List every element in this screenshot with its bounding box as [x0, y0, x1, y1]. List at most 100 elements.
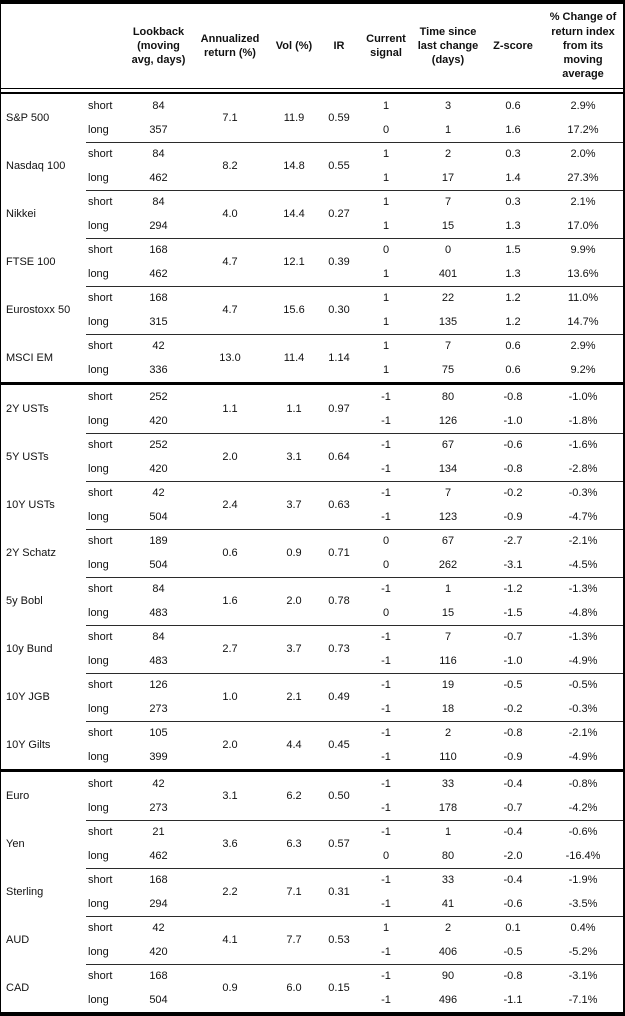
- z-score-long-value: -3.1: [503, 559, 523, 571]
- side-label-long: long: [88, 703, 109, 715]
- pct-change-short-value: -0.6%: [568, 826, 598, 838]
- time-since-change-long-value: 41: [441, 898, 455, 910]
- lookback-short-value: 21: [152, 826, 165, 838]
- time-since-change-short-value: 90: [441, 970, 455, 982]
- z-score-short-value: 0.1: [505, 922, 521, 934]
- side-label-long: long: [88, 802, 109, 814]
- annualized-return-value: 0.6: [222, 547, 238, 559]
- time-since-change-long-value: 123: [438, 511, 458, 523]
- current-signal-long-value: 1: [382, 220, 390, 232]
- vol-value: 11.9: [283, 112, 305, 124]
- annualized-return-value: 2.0: [222, 451, 238, 463]
- time-since-change-short-value: 2: [444, 922, 452, 934]
- side-label-short: short: [88, 487, 113, 499]
- asset-group: 10Y USTs short long 42 504 2.4 3.7 0.63 -1 -1 7 123…: [1, 481, 623, 529]
- current-signal-short-value: 1: [382, 922, 390, 934]
- pct-change-long-value: -3.5%: [568, 898, 598, 910]
- current-signal-short-value: 1: [382, 148, 390, 160]
- lookback-short-value: 42: [152, 487, 165, 499]
- lookback-short-value: 42: [152, 778, 165, 790]
- current-signal-long-value: 1: [382, 172, 390, 184]
- vol-value: 3.1: [286, 451, 302, 463]
- table-header: Lookback (moving avg, days) Annualized r…: [1, 4, 623, 88]
- annualized-return-value: 4.7: [222, 256, 238, 268]
- time-since-change-short-value: 7: [444, 340, 452, 352]
- lookback-long-value: 462: [149, 850, 168, 862]
- current-signal-short-value: -1: [381, 487, 391, 499]
- lookback-short-value: 84: [152, 100, 165, 112]
- ir-value: 0.73: [328, 643, 350, 655]
- time-since-change-long-value: 110: [439, 751, 457, 763]
- asset-group: Yen short long 21 462 3.6 6.3 0.57 -1 0 1 80 -0.4 -2.…: [1, 820, 623, 868]
- z-score-short-value: -0.5: [503, 679, 523, 691]
- asset-name: 10Y USTs: [6, 499, 55, 511]
- lookback-long-value: 294: [149, 898, 168, 910]
- current-signal-long-value: 0: [382, 607, 390, 619]
- lookback-long-value: 504: [149, 559, 168, 571]
- side-label-short: short: [88, 100, 113, 112]
- lookback-long-value: 273: [149, 703, 168, 715]
- asset-group: Sterling short long 168 294 2.2 7.1 0.31 -1 -1 33 4…: [1, 868, 623, 916]
- time-since-change-short-value: 1: [444, 826, 452, 838]
- time-since-change-long-value: 126: [438, 415, 458, 427]
- side-label-long: long: [88, 946, 109, 958]
- lookback-short-value: 84: [152, 631, 165, 643]
- pct-change-long-value: -4.2%: [568, 802, 598, 814]
- current-signal-short-value: 1: [382, 100, 390, 112]
- z-score-long-value: -0.2: [503, 703, 523, 715]
- ir-value: 0.50: [328, 790, 350, 802]
- pct-change-short-value: -1.3%: [568, 631, 598, 643]
- time-since-change-long-value: 80: [441, 850, 455, 862]
- pct-change-short-value: -1.3%: [568, 583, 598, 595]
- current-signal-short-value: 0: [382, 244, 390, 256]
- pct-change-short-value: -0.8%: [568, 778, 598, 790]
- z-score-long-value: -1.1: [503, 994, 523, 1006]
- lookback-long-value: 462: [149, 268, 168, 280]
- pct-change-long-value: -1.8%: [568, 415, 598, 427]
- z-score-short-value: 0.6: [505, 100, 521, 112]
- z-score-long-value: -0.5: [503, 946, 523, 958]
- side-label-long: long: [88, 511, 109, 523]
- side-label-long: long: [88, 994, 109, 1006]
- current-signal-short-value: 1: [382, 196, 390, 208]
- current-signal-long-value: -1: [381, 994, 391, 1006]
- table-section: S&P 500 short long 84 357 7.1 11.9 0.59 1 0 3 1 0.6 1…: [1, 94, 623, 382]
- asset-group: 10y Bund short long 84 483 2.7 3.7 0.73 -1 -1 7 116…: [1, 625, 623, 673]
- current-signal-long-value: -1: [381, 415, 391, 427]
- lookback-short-value: 84: [152, 583, 165, 595]
- z-score-short-value: -0.6: [503, 439, 523, 451]
- time-since-change-short-value: 7: [444, 196, 452, 208]
- header-annualized-return: Annualized return (%): [200, 32, 260, 59]
- z-score-short-value: -0.2: [503, 487, 523, 499]
- ir-value: 0.53: [328, 934, 350, 946]
- side-label-short: short: [88, 244, 113, 256]
- pct-change-long-value: 17.0%: [567, 220, 599, 232]
- ir-value: 0.59: [328, 112, 350, 124]
- ir-value: 0.63: [328, 499, 350, 511]
- asset-group: 10Y JGB short long 126 273 1.0 2.1 0.49 -1 -1 19 18…: [1, 673, 623, 721]
- z-score-short-value: -0.4: [503, 874, 523, 886]
- pct-change-short-value: 2.1%: [570, 196, 596, 208]
- current-signal-long-value: -1: [381, 946, 391, 958]
- lookback-short-value: 168: [149, 244, 168, 256]
- asset-group: AUD short long 42 420 4.1 7.7 0.53 1 -1 2 406 0.1 -0.…: [1, 916, 623, 964]
- vol-value: 6.3: [286, 838, 302, 850]
- pct-change-short-value: -0.5%: [568, 679, 598, 691]
- asset-group: 2Y USTs short long 252 420 1.1 1.1 0.97 -1 -1 80 12…: [1, 385, 623, 433]
- annualized-return-value: 2.2: [222, 886, 238, 898]
- asset-name: Nikkei: [6, 208, 36, 220]
- time-since-change-short-value: 22: [441, 292, 455, 304]
- asset-group: FTSE 100 short long 168 462 4.7 12.1 0.39 0 1 0 401…: [1, 238, 623, 286]
- current-signal-short-value: -1: [381, 439, 391, 451]
- lookback-short-value: 168: [149, 874, 168, 886]
- pct-change-long-value: 27.3%: [567, 172, 599, 184]
- z-score-long-value: -1.0: [503, 415, 523, 427]
- z-score-short-value: -0.4: [503, 778, 523, 790]
- time-since-change-short-value: 0: [444, 244, 452, 256]
- side-label-long: long: [88, 220, 109, 232]
- vol-value: 6.0: [286, 982, 302, 994]
- asset-name: MSCI EM: [6, 352, 54, 364]
- ir-value: 0.57: [328, 838, 350, 850]
- asset-name: 10Y Gilts: [6, 739, 51, 751]
- annualized-return-value: 0.9: [222, 982, 238, 994]
